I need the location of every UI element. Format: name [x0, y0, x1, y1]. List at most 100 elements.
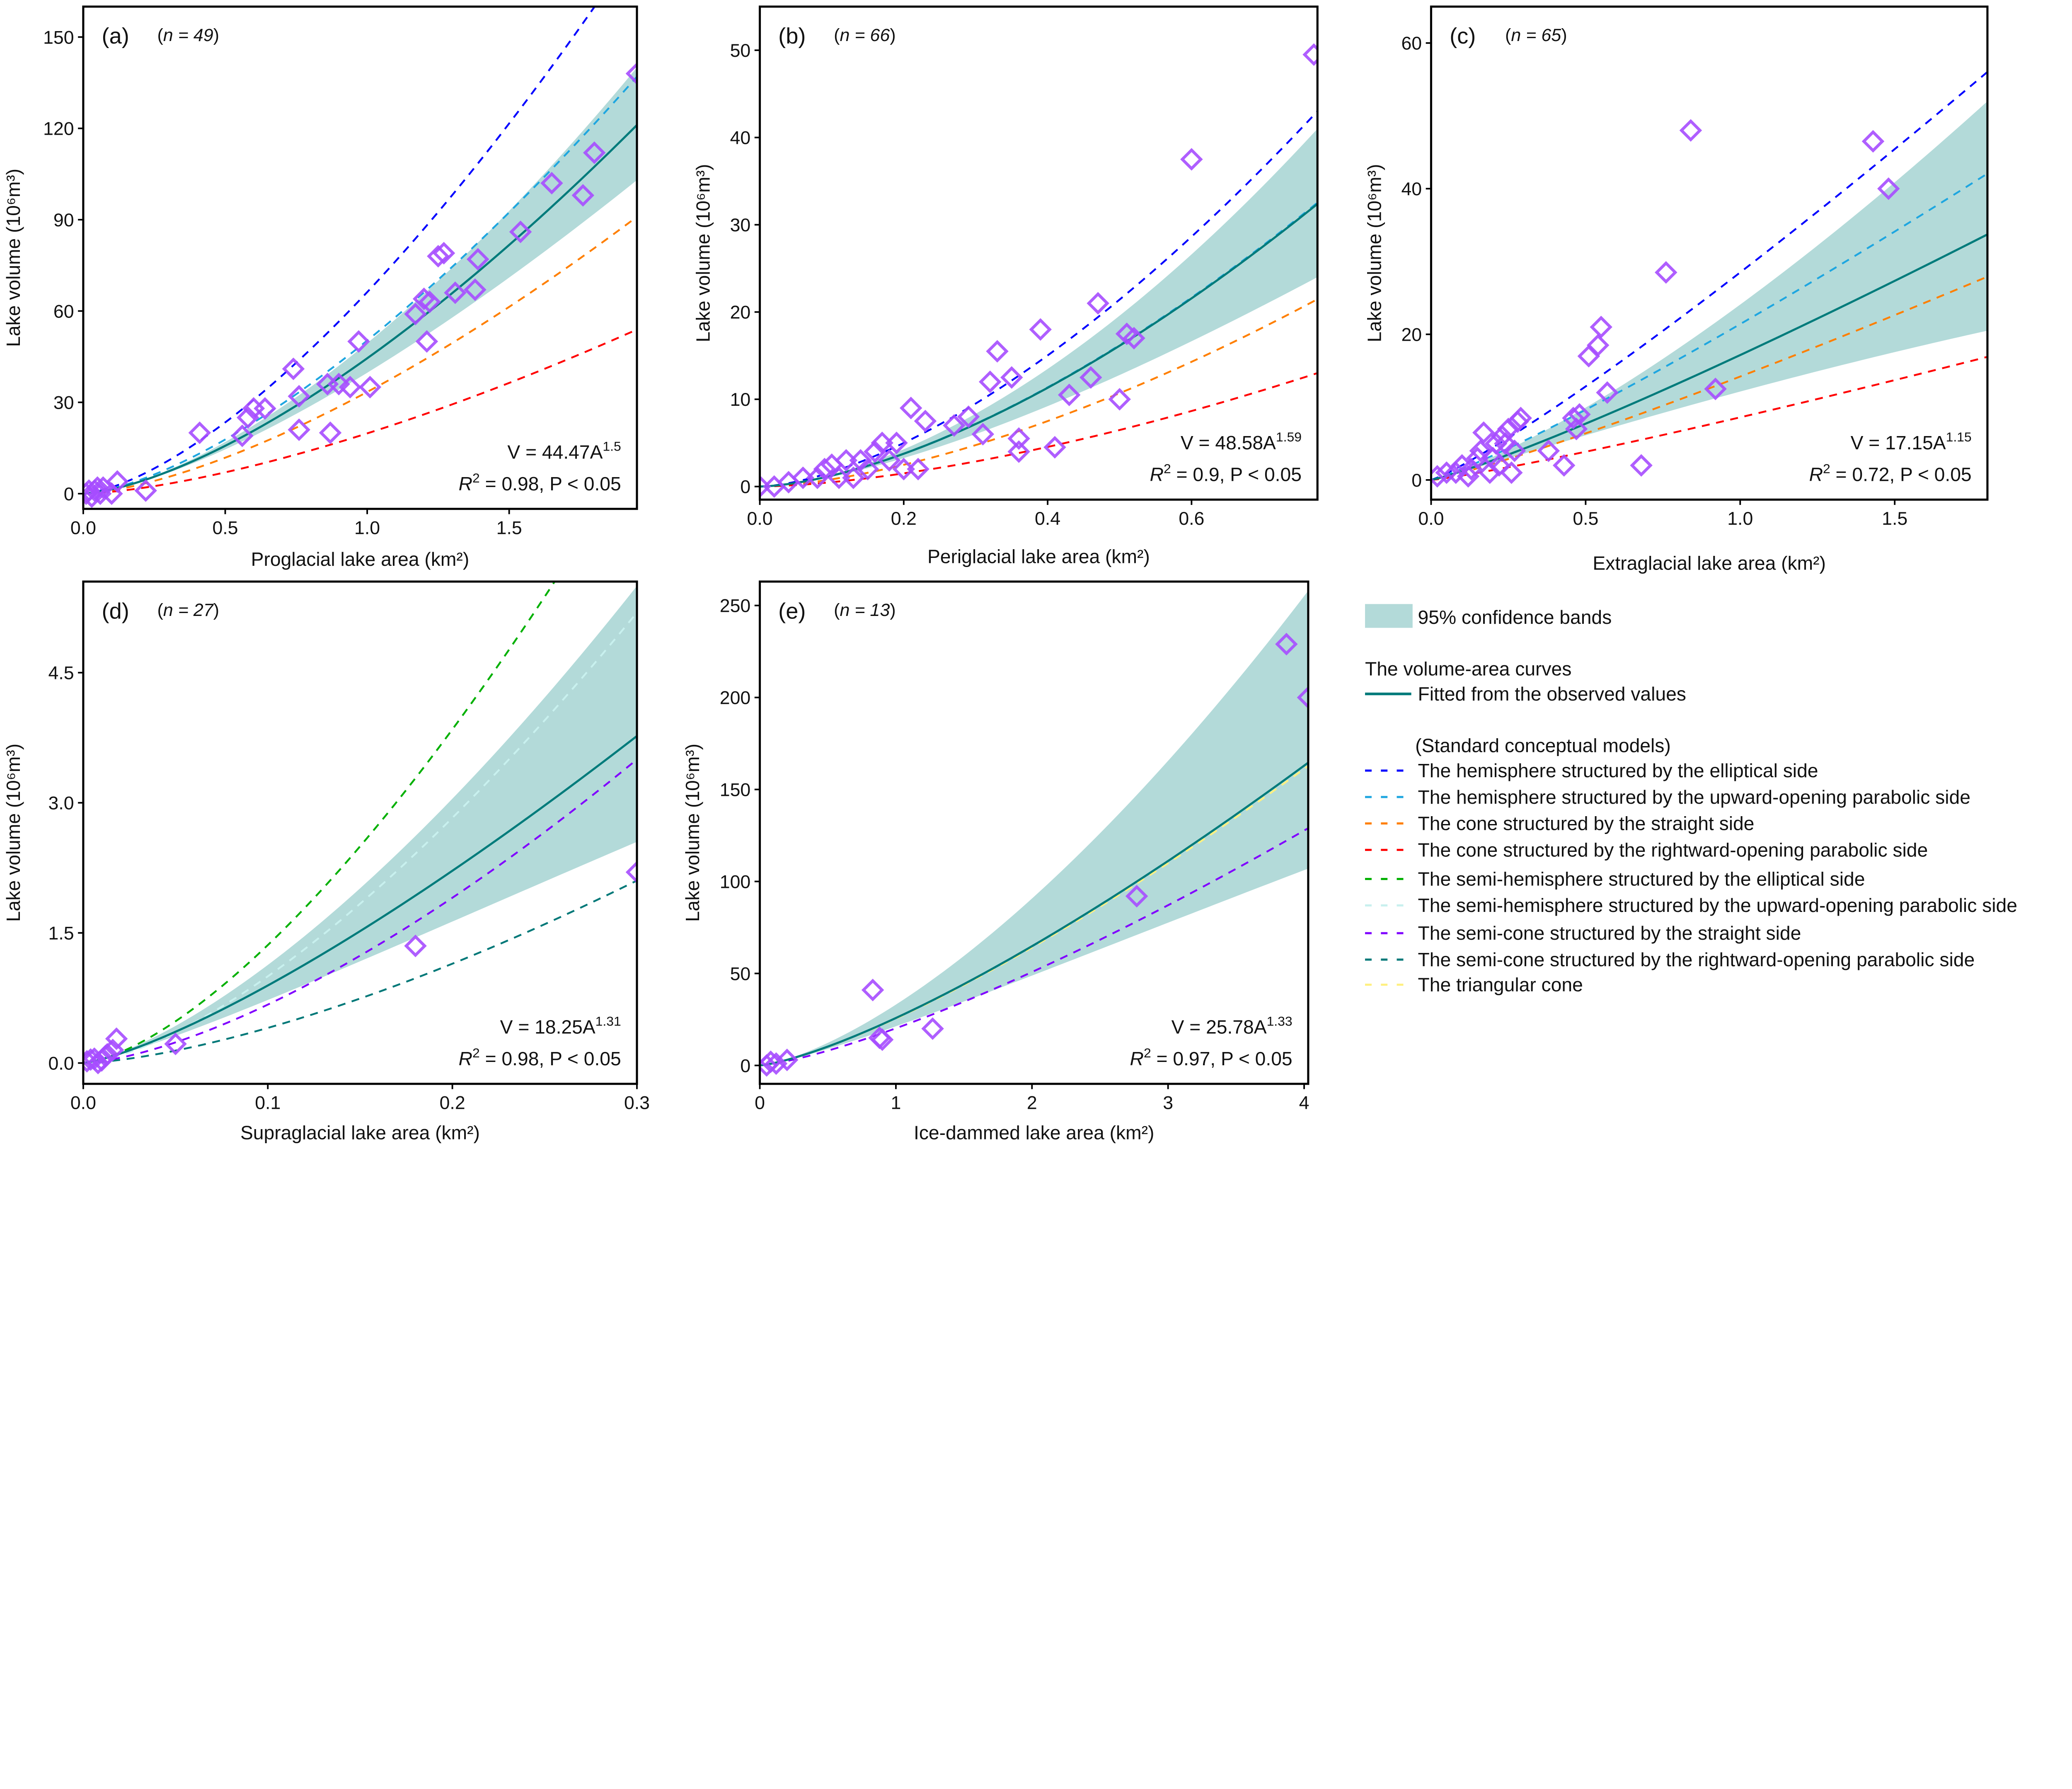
fit-statistics: R2 = 0.98, P < 0.05: [459, 470, 621, 495]
data-point: [418, 291, 441, 313]
legend-label-cone-parabolic: The cone structured by the rightward-ope…: [1418, 839, 1928, 861]
data-point: [427, 245, 450, 268]
data-point: [943, 414, 966, 437]
x-tick-label: 1.0: [1727, 509, 1753, 529]
data-point: [813, 458, 836, 480]
data-point: [1123, 327, 1145, 350]
y-tick-label: 0: [64, 484, 74, 504]
fit-statistics: R2 = 0.9, P < 0.05: [1150, 461, 1302, 485]
data-point: [467, 248, 489, 271]
data-point: [625, 62, 637, 85]
y-tick-label: 3.0: [48, 793, 74, 814]
y-tick-label: 150: [43, 27, 74, 48]
x-tick-label: 0.6: [1179, 509, 1204, 529]
y-tick-label: 50: [730, 41, 751, 61]
sample-size-label: (n = 27): [157, 600, 219, 620]
model-curve-semicone-straight: [83, 759, 637, 1064]
data-point: [254, 397, 276, 420]
legend-label-semicone-straight: The semi-cone structured by the straight…: [1418, 922, 1801, 944]
model-curve-semicone-parabolic: [83, 880, 637, 1064]
model-curve-hemi-elliptical: [1431, 71, 1987, 481]
data-point: [971, 423, 995, 446]
y-tick-label: 50: [730, 964, 751, 984]
plot-area: [760, 591, 1308, 1077]
data-point: [1503, 439, 1526, 462]
data-point: [921, 1017, 944, 1040]
data-point: [509, 221, 532, 243]
data-point: [412, 287, 436, 310]
data-point: [583, 141, 606, 164]
legend-models-title: (Standard conceptual models): [1415, 735, 1671, 756]
legend-label-cone-straight: The cone structured by the straight side: [1418, 813, 1755, 834]
y-tick-label: 0.0: [48, 1054, 74, 1074]
x-tick-label: 0.4: [1035, 509, 1060, 529]
panel-label: (a): [102, 24, 129, 48]
data-point: [444, 281, 467, 304]
model-curve-semihemi-parabolic: [83, 612, 637, 1064]
data-point: [1087, 292, 1109, 315]
y-tick-label: 20: [1401, 325, 1422, 345]
model-curve-semihemi-elliptical: [83, 582, 556, 1064]
x-tick-label: 4: [1299, 1093, 1310, 1113]
data-point: [1058, 383, 1081, 407]
data-point: [86, 476, 109, 499]
x-axis-label: Extraglacial lake area (km²): [1593, 552, 1826, 574]
model-curve-cone-straight: [83, 216, 637, 495]
x-tick-label: 0.0: [1418, 509, 1444, 529]
data-point: [339, 376, 362, 399]
confidence-band: [760, 591, 1308, 1066]
x-axis-label: Supraglacial lake area (km²): [240, 1122, 480, 1144]
data-point: [1861, 130, 1885, 153]
panel-e: 0 1 2 3 4 0 50 100 150 200 250 Ice-dammed lake area…: [682, 580, 1310, 1144]
legend-label-hemi-elliptical: The hemisphere structured by the ellipti…: [1418, 760, 1818, 781]
y-tick-label: 0: [1411, 470, 1422, 491]
sample-size-label: (n = 13): [834, 600, 896, 620]
data-point: [1488, 454, 1510, 477]
data-point: [288, 418, 310, 441]
y-tick-label: 30: [53, 393, 74, 413]
data-point: [188, 421, 211, 444]
data-point: [914, 410, 937, 433]
confidence-band: [760, 128, 1318, 487]
data-point: [907, 458, 929, 480]
data-point: [1000, 366, 1023, 389]
data-point: [571, 184, 595, 207]
sample-size-label: (n = 49): [157, 25, 219, 45]
x-tick-label: 0.0: [747, 509, 773, 529]
data-point: [1562, 407, 1585, 429]
data-point: [1654, 261, 1677, 284]
legend: 95% confidence bands The volume-area curv…: [1365, 604, 2017, 996]
y-tick-label: 20: [730, 303, 751, 323]
y-axis-label: Lake volume (10⁶m³): [682, 744, 703, 922]
y-tick-label: 0: [740, 477, 750, 497]
data-point: [871, 1028, 894, 1051]
data-point: [1568, 403, 1591, 426]
x-tick-label: 0.3: [624, 1093, 650, 1113]
data-point: [775, 1048, 799, 1071]
legend-fit-label: Fitted from the observed values: [1418, 683, 1686, 705]
x-tick-label: 0.2: [440, 1093, 465, 1113]
data-point: [760, 475, 771, 498]
fitted-curve: [1431, 233, 1987, 481]
fit-statistics: R2 = 0.97, P < 0.05: [1130, 1045, 1293, 1069]
plot-frame: [82, 580, 638, 1085]
data-point: [1469, 439, 1492, 462]
model-curve-cone-straight: [760, 298, 1318, 488]
data-point: [765, 1052, 788, 1075]
data-point: [106, 470, 129, 493]
data-point: [358, 376, 382, 399]
panel-label: (d): [102, 599, 129, 623]
panel-a: 0.0 0.5 1.0 1.5 0 30 60 90 120 150 Proglacial lake…: [2, 5, 638, 570]
data-point: [1565, 417, 1588, 441]
data-point: [878, 449, 901, 472]
y-axis-label: Lake volume (10⁶m³): [2, 744, 24, 922]
y-tick-label: 0: [740, 1056, 750, 1076]
fit-equation: V = 25.78A1.33: [1172, 1013, 1293, 1038]
data-point: [415, 330, 438, 353]
data-point: [978, 370, 1002, 393]
legend-label-triangular-cone: The triangular cone: [1418, 974, 1583, 996]
legend-band-label: 95% confidence bands: [1418, 606, 1612, 628]
fit-equation: V = 18.25A1.31: [500, 1013, 621, 1038]
y-tick-label: 60: [53, 301, 74, 322]
